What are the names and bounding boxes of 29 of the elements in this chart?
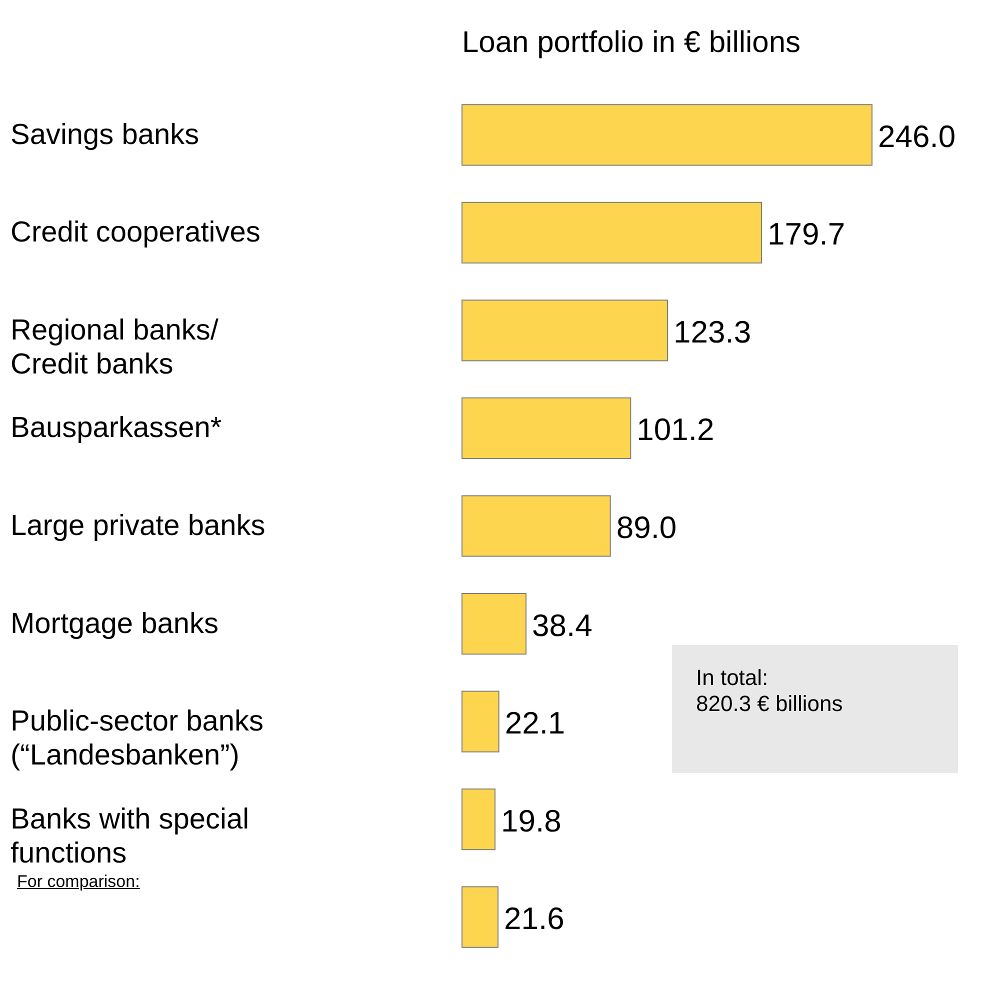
data-label: 246.0 [878, 118, 956, 154]
y-tick-label: Bausparkassen* [10, 412, 222, 444]
data-label: 179.7 [768, 216, 846, 252]
bar [462, 690, 500, 752]
data-label: 89.0 [616, 510, 677, 545]
bar [462, 592, 526, 655]
bar [462, 300, 668, 362]
bar [462, 886, 498, 948]
bar [462, 104, 872, 166]
data-label: 123.3 [674, 314, 752, 350]
bar [462, 788, 496, 850]
y-tick-label: Mortgage banks [10, 608, 218, 640]
data-label: 19.8 [501, 803, 562, 838]
chart-title: Loan portfolio in € billions [462, 26, 801, 59]
data-label: 22.1 [504, 706, 566, 741]
data-label: 38.4 [532, 608, 592, 643]
text: For comparison: [17, 872, 140, 892]
bar [462, 495, 611, 557]
bar [462, 202, 762, 264]
y-tick-label: Large private banks [10, 510, 266, 542]
y-tick-label: Savings banks [10, 118, 200, 151]
y-tick-label: Banks with special functions [10, 803, 250, 870]
y-tick-label: Regional banks/ Credit banks [10, 314, 220, 380]
data-label: 101.2 [636, 412, 714, 448]
bar [462, 397, 632, 460]
data-label: 21.6 [504, 901, 564, 936]
annotation: In total: 820.3 € billions [696, 665, 843, 717]
y-tick-label: Public-sector banks (“Landesbanken”) [10, 706, 264, 772]
y-tick-label: Credit cooperatives [10, 216, 260, 249]
